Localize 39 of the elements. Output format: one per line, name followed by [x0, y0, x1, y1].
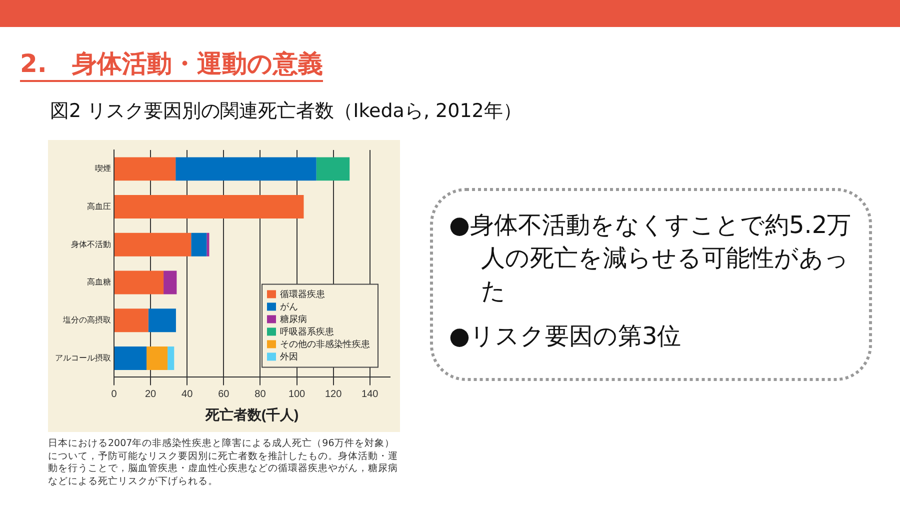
bar: [176, 157, 316, 181]
bar: [114, 308, 148, 332]
bar: [206, 232, 210, 256]
x-tick-label: 40: [182, 388, 194, 400]
bar: [191, 232, 207, 256]
legend-label: 循環器疾患: [280, 289, 325, 300]
x-tick-label: 100: [288, 388, 306, 400]
y-tick-label: 高血糖: [87, 278, 111, 287]
x-tick-label: 60: [218, 388, 230, 400]
y-tick-label: 塩分の高摂取: [62, 316, 111, 325]
chart-title: 2. 身体活動・運動の意義: [20, 48, 323, 82]
legend-label: がん: [280, 302, 298, 313]
y-tick-label: 身体不活動: [71, 240, 111, 249]
x-tick-label: 0: [111, 388, 118, 400]
bar: [146, 346, 168, 370]
legend-label: その他の非感染性疾患: [280, 339, 370, 350]
bar: [168, 346, 174, 370]
bar: [114, 157, 176, 181]
text: 日本における2007年の非感染性疾患と障害による成人死亡（96万件を対象）について，予防可能なリスク要因別に死亡者数を推計したもの。身体活動・運動を行うことで，脳血管疾患・虚血性心疾患などの循環器疾患やがん，糖尿病などによる死亡リスクが下げられる。: [48, 438, 398, 488]
bar: [148, 308, 176, 332]
y-tick-label: 喫煙: [95, 164, 111, 174]
bar: [164, 270, 177, 294]
x-axis-title: 死亡者数(千人): [204, 406, 299, 422]
bar: [316, 157, 350, 181]
legend-label: 外因: [280, 352, 298, 363]
chart-subtitle: 図2 リスク要因別の関連死亡者数（Ikedaら, 2012年）: [50, 99, 522, 124]
y-tick-label: 高血圧: [87, 202, 111, 212]
legend-label: 糖尿病: [280, 314, 307, 326]
x-tick-label: 80: [254, 388, 266, 400]
x-tick-label: 20: [144, 388, 157, 400]
bar: [114, 195, 304, 219]
bar: [114, 232, 192, 256]
y-tick-label: アルコール摂取: [55, 353, 111, 362]
x-tick-label: 120: [324, 388, 342, 400]
bar: [114, 346, 147, 370]
bar: [114, 270, 164, 294]
legend-label: 呼吸器系疾患: [280, 326, 334, 338]
x-tick-label: 140: [362, 388, 379, 400]
speech-bubble: ●身体不活動をなくすことで約5.2万人の死亡を減らせる可能性があった ●リスク要因の第3位: [430, 188, 872, 381]
